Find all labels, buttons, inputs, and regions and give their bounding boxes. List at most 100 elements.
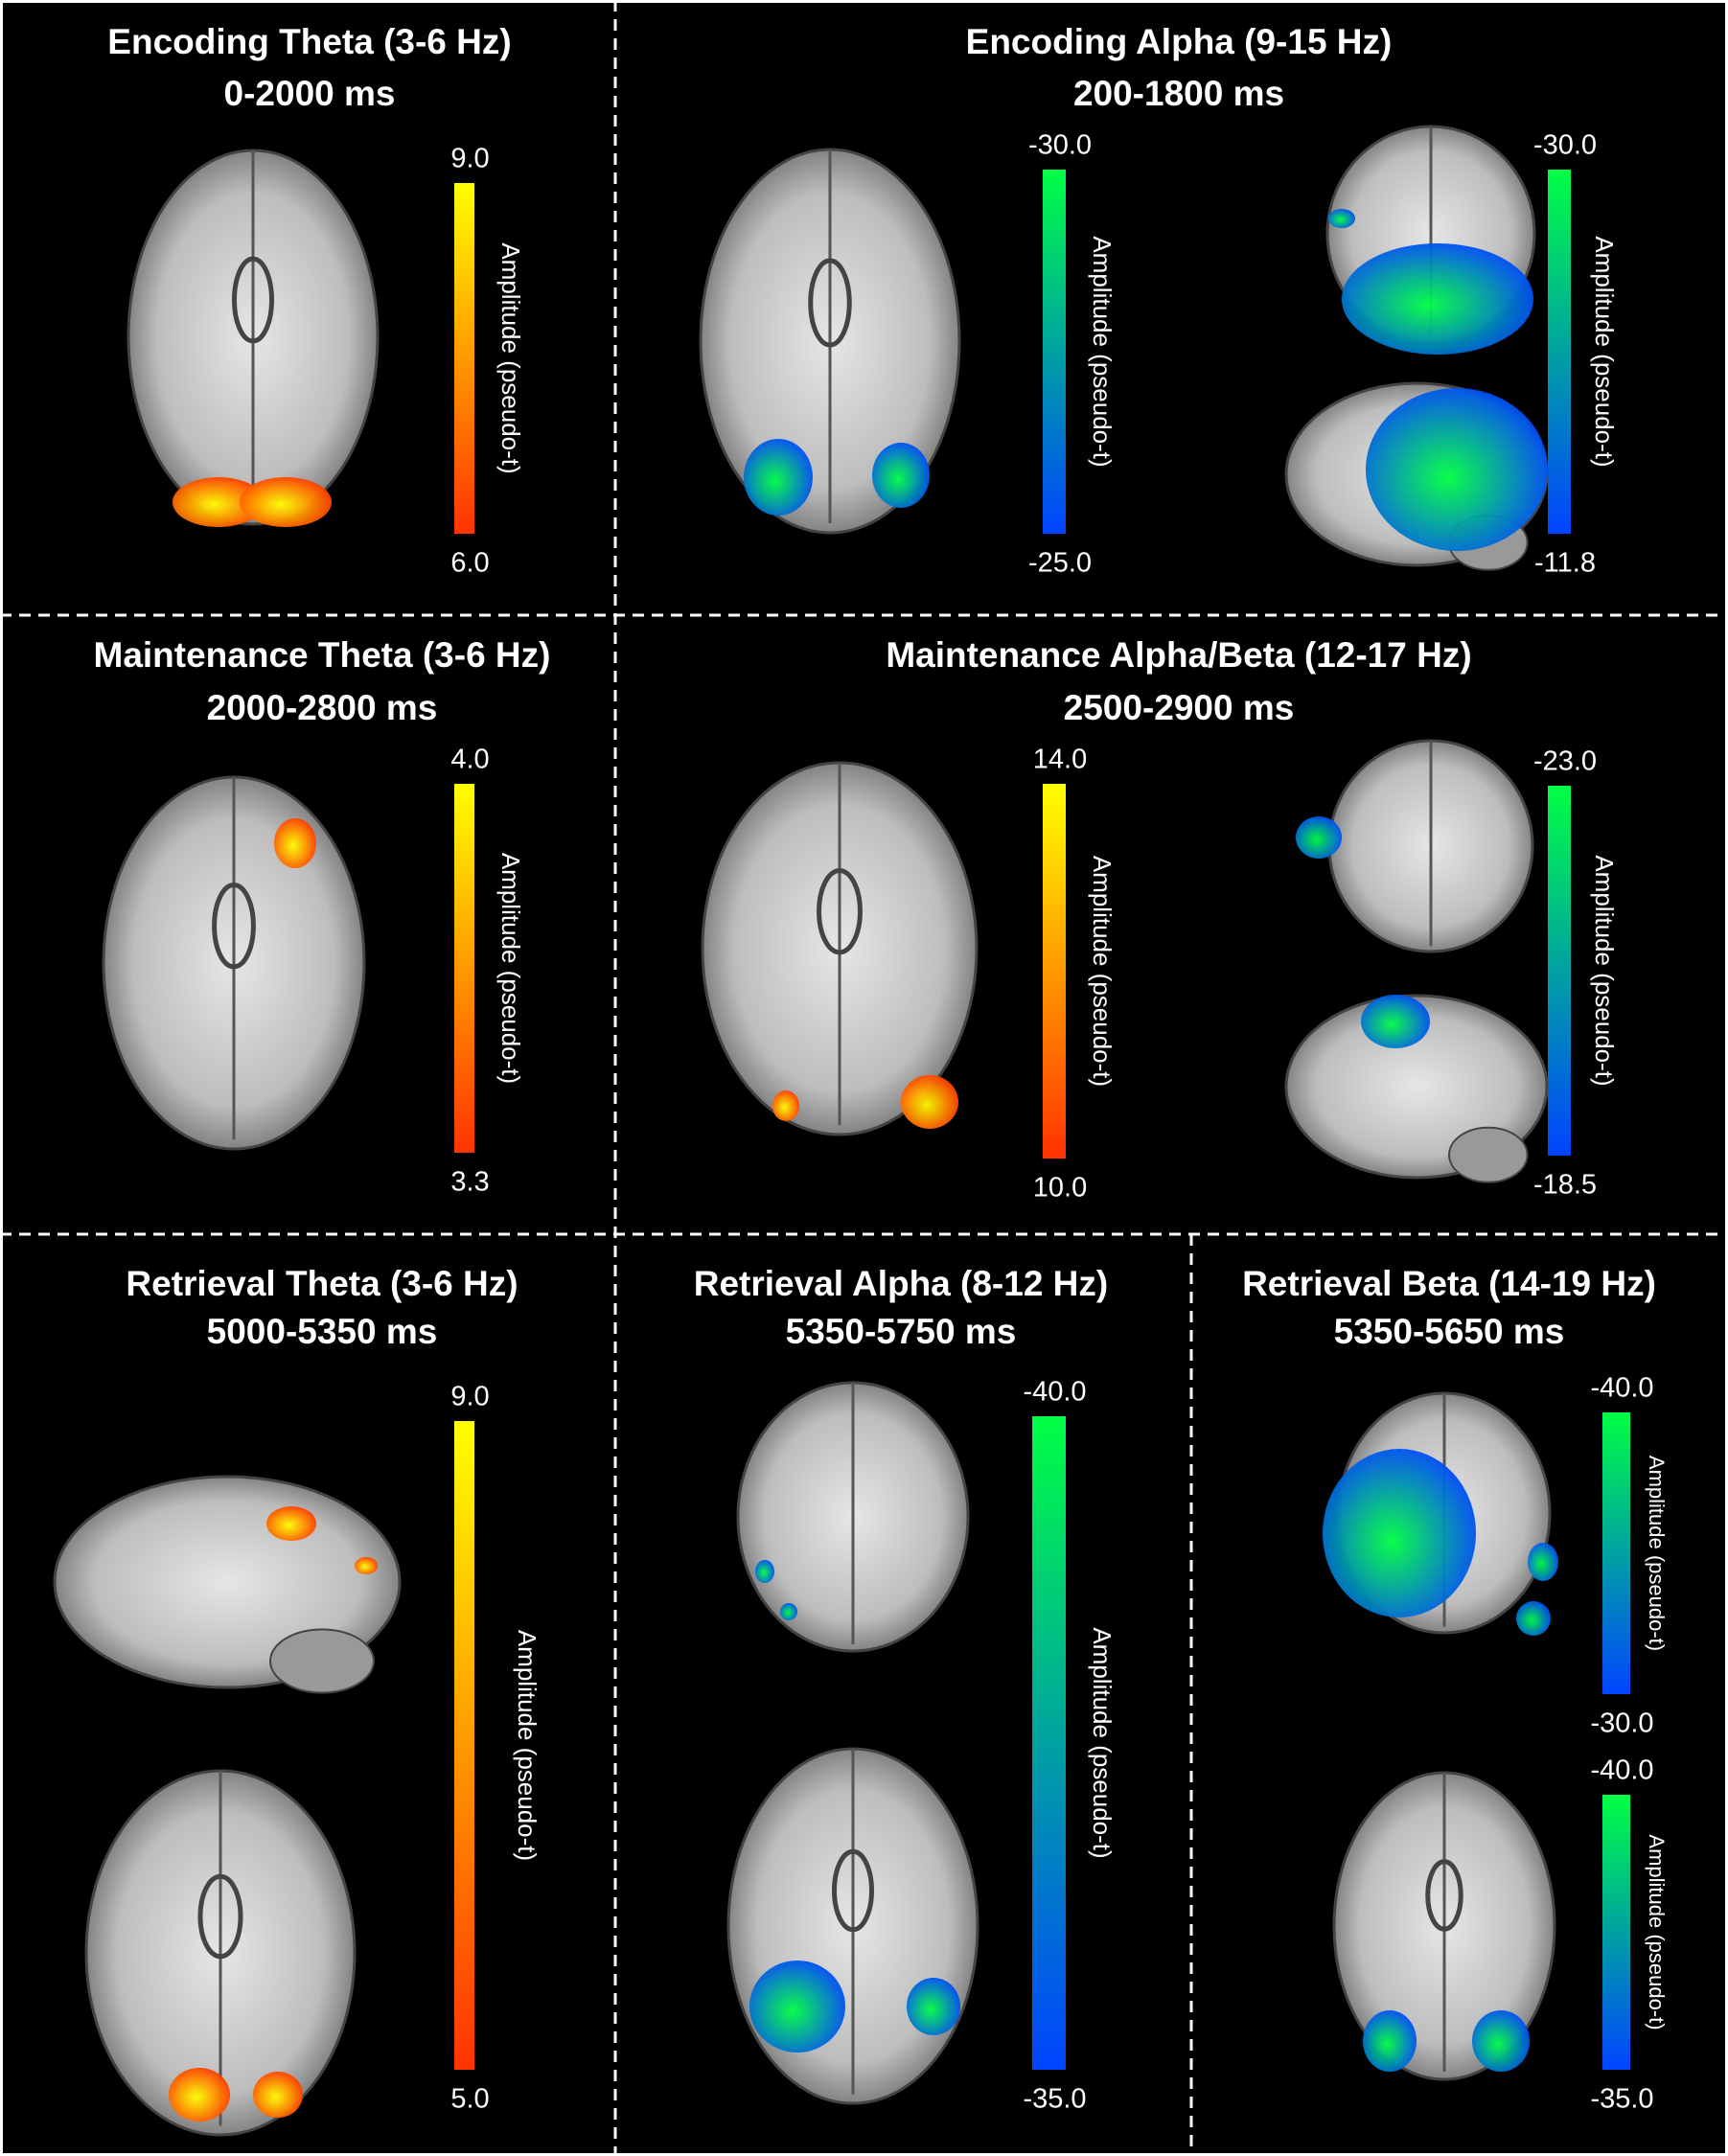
activation (173, 477, 265, 527)
colorbar-label: Amplitude (pseudo-t) (1088, 236, 1117, 467)
ventricles (817, 868, 863, 955)
panel-title: Encoding Theta (3-6 Hz) (107, 22, 511, 61)
activation (872, 443, 930, 508)
activation (749, 1961, 845, 2053)
activation (1516, 1601, 1551, 1636)
activation (355, 1557, 378, 1574)
colorbar (1032, 1416, 1066, 2070)
activation (1528, 1543, 1558, 1581)
colorbar (1602, 1412, 1630, 1694)
activation (1323, 1449, 1476, 1617)
activation (1361, 995, 1430, 1048)
colorbar (454, 784, 474, 1153)
panel-window: 200-1800 ms (1073, 74, 1284, 113)
activation (266, 1506, 316, 1541)
colorbar-max: -40.0 (1590, 1755, 1653, 1786)
activation (901, 1075, 958, 1129)
colorbar (1043, 170, 1066, 534)
panel-title: Maintenance Alpha/Beta (12-17 Hz) (886, 635, 1471, 675)
colorbar-label: Amplitude (pseudo-t) (1590, 855, 1619, 1086)
activation (253, 2072, 303, 2118)
brain-slice (102, 775, 366, 1151)
brain-slice (1296, 739, 1534, 953)
brain-slice (84, 1769, 357, 2137)
activation (744, 439, 813, 516)
colorbar-min: -18.5 (1533, 1170, 1597, 1201)
panel-window: 2500-2900 ms (1064, 688, 1295, 727)
activation (1363, 2010, 1417, 2072)
colorbar-max: -23.0 (1533, 746, 1597, 777)
panel-title: Encoding Alpha (9-15 Hz) (966, 22, 1393, 61)
activation (274, 818, 316, 868)
colorbar (1602, 1795, 1630, 2070)
colorbar-label: Amplitude (pseudo-t) (1645, 1456, 1669, 1651)
colorbar (1548, 786, 1571, 1156)
colorbar-min: -35.0 (1023, 2084, 1086, 2115)
activation (755, 1560, 774, 1583)
colorbar-min: -35.0 (1590, 2084, 1653, 2115)
colorbar-min: 6.0 (450, 548, 489, 579)
colorbar-label: Amplitude (pseudo-t) (496, 242, 525, 473)
activation (1342, 243, 1533, 355)
brain-slice (1325, 125, 1536, 355)
colorbar-max: -40.0 (1023, 1377, 1086, 1408)
colorbar-label: Amplitude (pseudo-t) (513, 1630, 541, 1861)
ventricles (212, 883, 256, 970)
ventricles (808, 258, 852, 348)
brain-slice (1284, 381, 1549, 571)
brain-slice (699, 148, 961, 535)
brain-slice (736, 1381, 970, 1653)
activation (772, 1090, 799, 1121)
brain-slice (127, 149, 380, 527)
cerebellum (269, 1628, 375, 1694)
panel-window: 0-2000 ms (224, 74, 396, 113)
brain-slice (1284, 994, 1549, 1183)
ventricles (232, 256, 274, 344)
brain-slice (1332, 1771, 1556, 2081)
colorbar-max: 14.0 (1033, 745, 1087, 775)
ventricles (197, 1873, 243, 1960)
activation (1472, 2010, 1530, 2072)
activation (1296, 816, 1342, 859)
colorbar-max: 4.0 (450, 745, 489, 775)
activation (240, 477, 332, 527)
colorbar (1043, 784, 1066, 1158)
panel-window: 5350-5750 ms (786, 1312, 1017, 1351)
colorbar-min: 5.0 (450, 2084, 489, 2115)
cerebellum (1448, 1126, 1529, 1183)
colorbar (454, 183, 474, 534)
colorbar-label: Amplitude (pseudo-t) (1645, 1834, 1669, 2030)
activation (1366, 388, 1548, 551)
colorbar-max: 9.0 (450, 144, 489, 174)
colorbar-max: -30.0 (1028, 130, 1092, 161)
panel-title: Retrieval Alpha (8-12 Hz) (694, 1264, 1108, 1303)
brain-slice (701, 761, 979, 1136)
colorbar (454, 1421, 474, 2070)
colorbar-min: 10.0 (1033, 1173, 1087, 1204)
ventricles (1425, 1859, 1463, 1932)
colorbar-label: Amplitude (pseudo-t) (496, 853, 525, 1084)
colorbar-max: -30.0 (1533, 130, 1597, 161)
panel-title: Retrieval Theta (3-6 Hz) (126, 1264, 518, 1303)
colorbar-min: -25.0 (1028, 548, 1092, 579)
panel-window: 2000-2800 ms (207, 688, 438, 727)
activation (907, 1978, 960, 2035)
panel-window: 5350-5650 ms (1334, 1312, 1565, 1351)
colorbar-label: Amplitude (pseudo-t) (1590, 236, 1619, 467)
colorbar-label: Amplitude (pseudo-t) (1088, 856, 1117, 1087)
colorbar (1548, 170, 1571, 534)
panel-title: Retrieval Beta (14-19 Hz) (1242, 1264, 1656, 1303)
activation (780, 1603, 797, 1620)
colorbar-label: Amplitude (pseudo-t) (1088, 1627, 1117, 1858)
brain-slice (1323, 1391, 1558, 1636)
colorbar-min: -30.0 (1590, 1709, 1653, 1739)
brain-slice (53, 1475, 402, 1694)
brain-slice (726, 1747, 979, 2105)
activation (169, 2068, 230, 2122)
colorbar-max: 9.0 (450, 1382, 489, 1412)
ventricles (832, 1848, 874, 1933)
colorbar-min: -11.8 (1534, 548, 1596, 579)
panel-title: Maintenance Theta (3-6 Hz) (94, 635, 551, 675)
